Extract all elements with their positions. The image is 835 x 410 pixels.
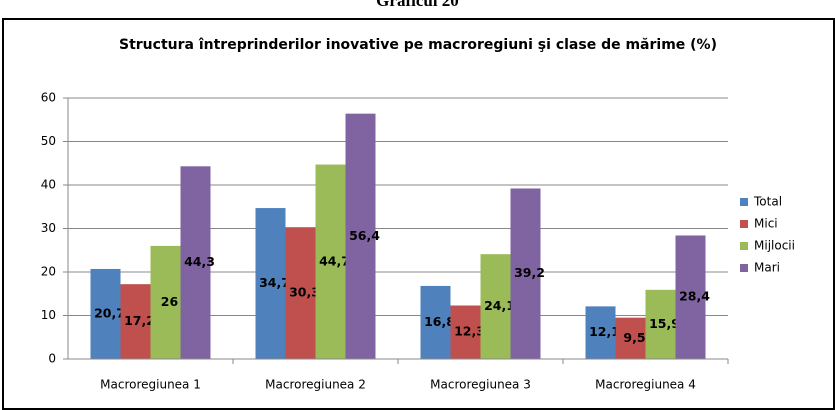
y-tick-label: 0 [48, 352, 56, 366]
legend-label: Total [753, 195, 782, 209]
y-tick-label: 50 [41, 134, 56, 148]
data-label: 28,4 [679, 289, 710, 304]
chart-title: Structura întreprinderilor inovative pe … [119, 37, 717, 53]
bar [450, 305, 481, 359]
bar [645, 289, 676, 359]
x-tick-label: Macroregiunea 3 [430, 378, 531, 392]
y-tick-label: 10 [41, 308, 56, 322]
bar [285, 227, 316, 359]
legend-swatch [740, 264, 748, 272]
bar [345, 113, 376, 359]
y-tick-label: 40 [41, 178, 56, 192]
bar [675, 235, 706, 359]
legend-swatch [740, 242, 748, 250]
legend-label: Mici [754, 217, 778, 231]
bar [315, 164, 346, 359]
data-label: 12,1 [589, 324, 620, 339]
x-tick-label: Macroregiunea 1 [100, 378, 201, 392]
data-label: 16,8 [424, 314, 455, 329]
bar [90, 268, 121, 359]
bar [480, 254, 511, 359]
y-tick-label: 20 [41, 265, 56, 279]
legend-label: Mari [754, 261, 780, 275]
bar [510, 188, 541, 359]
y-tick-label: 60 [41, 91, 56, 105]
data-label: 26 [161, 294, 179, 309]
chart-frame [2, 18, 835, 410]
legend-swatch [740, 198, 748, 206]
data-label: 56,4 [349, 228, 380, 243]
data-label: 20,7 [94, 305, 125, 320]
legend-swatch [740, 220, 748, 228]
y-tick-label: 30 [41, 221, 56, 235]
x-tick-label: Macroregiunea 4 [595, 378, 696, 392]
data-label: 24,1 [484, 298, 515, 313]
bar [615, 317, 646, 359]
bar [420, 285, 451, 359]
data-label: 9,5 [623, 330, 645, 345]
legend-label: Mijlocii [754, 239, 795, 253]
data-label: 12,3 [454, 324, 485, 339]
bar [180, 166, 211, 359]
data-label: 39,2 [514, 265, 545, 280]
data-label: 17,2 [124, 313, 155, 328]
data-label: 44,3 [184, 254, 215, 269]
bar [585, 306, 616, 359]
bar [255, 208, 286, 359]
data-label: 44,7 [319, 253, 350, 268]
data-label: 15,9 [649, 316, 680, 331]
bar [120, 284, 151, 359]
data-label: 34,7 [259, 275, 290, 290]
heading: Graficul 20 [376, 0, 459, 10]
x-tick-label: Macroregiunea 2 [265, 378, 366, 392]
bar [150, 245, 181, 359]
data-label: 30,3 [289, 285, 320, 300]
